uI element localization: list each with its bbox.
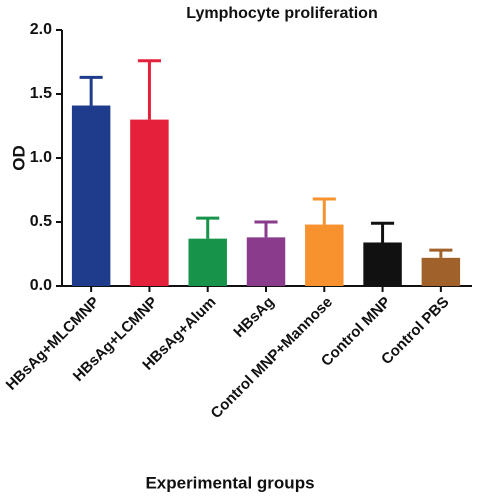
bar — [421, 257, 461, 286]
bar — [363, 242, 402, 286]
y-tick-label: 0.5 — [30, 213, 52, 230]
bar — [71, 105, 111, 287]
y-axis-title: OD — [9, 145, 28, 171]
bar — [246, 237, 286, 286]
y-tick-label: 1.5 — [30, 85, 52, 102]
y-tick-label: 0.0 — [30, 277, 52, 294]
bar — [305, 224, 344, 286]
y-tick-label: 2.0 — [30, 21, 52, 38]
bar — [188, 238, 227, 286]
chart-title: Lymphocyte proliferation — [186, 5, 377, 22]
bar — [130, 119, 169, 286]
x-axis-title: Experimental groups — [145, 473, 314, 492]
x-tick-label: HBsAg — [230, 294, 277, 341]
y-tick-label: 1.0 — [30, 149, 52, 166]
